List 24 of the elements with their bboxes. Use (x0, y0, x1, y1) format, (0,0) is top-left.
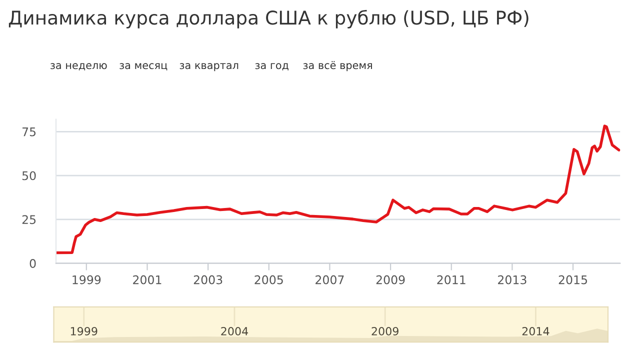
text: за квартал (180, 63, 238, 72)
y-tick-label: 50 (22, 171, 36, 180)
x-tick-label: 2009 (372, 327, 398, 336)
x-tick-label: 2015 (558, 275, 588, 284)
x-tick-label: 2005 (254, 275, 283, 284)
line-series (56, 124, 620, 254)
x-tick-label: 2001 (133, 275, 162, 284)
y-tick-label: 0 (30, 259, 36, 268)
x-tick-label: 2013 (498, 275, 526, 284)
text: за месяц (120, 63, 168, 70)
y-tick-label: 75 (22, 128, 36, 136)
chart-title: Динамика курса доллара США к рублю (USD, ЦБ РФ) (8, 10, 528, 28)
x-tick-label: 2011 (437, 275, 466, 284)
text: за всё время (303, 61, 372, 72)
x-tick-label: 1999 (70, 327, 98, 336)
x-tick-label: 2004 (221, 327, 248, 336)
x-tick-label: 2003 (194, 275, 222, 284)
x-tick-label: 2007 (316, 275, 344, 284)
x-tick-label: 1999 (72, 275, 101, 284)
y-tick-label: 25 (22, 215, 36, 224)
x-tick-label: 2014 (522, 327, 550, 336)
text: за неделю (50, 63, 107, 70)
x-tick-label: 2009 (376, 275, 405, 284)
text: за год (255, 63, 288, 70)
